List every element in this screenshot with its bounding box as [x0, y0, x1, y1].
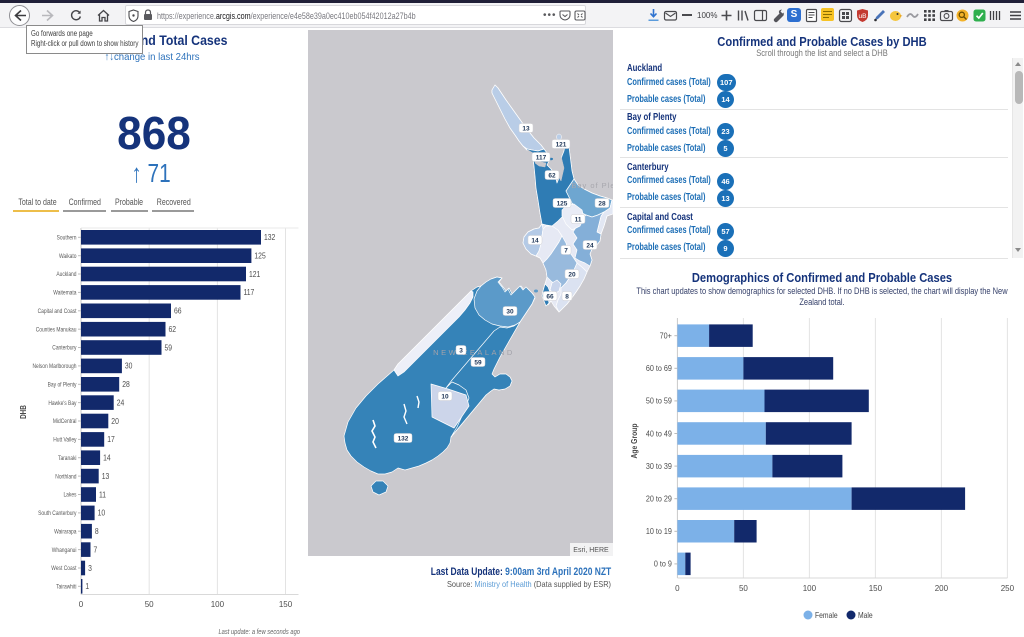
svg-text:7: 7 — [564, 247, 568, 254]
svg-text:Counties Manukau: Counties Manukau — [36, 327, 77, 334]
svg-text:uB: uB — [859, 13, 867, 20]
svg-text:70+: 70+ — [660, 331, 673, 340]
svg-text:60 to 69: 60 to 69 — [646, 364, 672, 373]
svg-text:West Coast: West Coast — [51, 566, 77, 573]
svg-text:50 to 59: 50 to 59 — [646, 396, 672, 405]
svg-text:Female: Female — [815, 610, 838, 620]
svg-text:100: 100 — [803, 584, 817, 593]
svg-text:121: 121 — [249, 269, 260, 279]
svg-text:Hawke's Bay: Hawke's Bay — [48, 400, 76, 407]
svg-text:8: 8 — [95, 526, 99, 536]
svg-text:10: 10 — [441, 393, 449, 400]
svg-text:3: 3 — [88, 563, 92, 573]
svg-text:150: 150 — [869, 584, 883, 593]
svg-text:0: 0 — [675, 584, 680, 593]
svg-text:Whanganui: Whanganui — [52, 547, 77, 554]
svg-text:Auckland: Auckland — [56, 272, 76, 279]
svg-text:3: 3 — [459, 347, 463, 354]
svg-text:62: 62 — [169, 324, 177, 334]
svg-text:59: 59 — [474, 359, 482, 366]
svg-text:Lakes: Lakes — [63, 492, 76, 499]
svg-text:30 to 39: 30 to 39 — [646, 462, 672, 471]
svg-text:Northland: Northland — [55, 474, 76, 481]
svg-text:40 to 49: 40 to 49 — [646, 429, 672, 438]
svg-text:South Canterbury: South Canterbury — [38, 511, 77, 518]
svg-text:Nelson Marlborough: Nelson Marlborough — [32, 364, 76, 371]
svg-text:Male: Male — [858, 610, 873, 620]
svg-text:DHB: DHB — [18, 405, 28, 419]
svg-text:24: 24 — [117, 398, 125, 408]
svg-text:Taranaki: Taranaki — [58, 455, 76, 462]
svg-text:125: 125 — [557, 200, 568, 207]
svg-text:121: 121 — [556, 141, 567, 148]
svg-text:Bay of Plen: Bay of Plen — [571, 181, 613, 190]
svg-text:Wairarapa: Wairarapa — [54, 529, 77, 536]
svg-text:30: 30 — [125, 361, 133, 371]
svg-text:50: 50 — [145, 600, 154, 609]
svg-text:132: 132 — [398, 435, 409, 442]
svg-text:11: 11 — [99, 490, 106, 500]
svg-text:Bay of Plenty: Bay of Plenty — [48, 382, 77, 389]
svg-text:10: 10 — [98, 508, 106, 518]
svg-text:59: 59 — [165, 343, 173, 353]
svg-text:117: 117 — [536, 154, 547, 161]
svg-text:150: 150 — [279, 600, 293, 609]
svg-text:117: 117 — [244, 288, 255, 298]
svg-text:50: 50 — [739, 584, 748, 593]
svg-text:MidCentral: MidCentral — [53, 419, 77, 426]
svg-text:11: 11 — [575, 216, 582, 223]
svg-text:62: 62 — [548, 172, 556, 179]
svg-text:13: 13 — [102, 471, 110, 481]
svg-text:0 to 9: 0 to 9 — [654, 559, 672, 568]
svg-text:250: 250 — [1001, 584, 1015, 593]
svg-text:20: 20 — [111, 416, 119, 426]
svg-text:Southern: Southern — [57, 235, 77, 242]
svg-text:24: 24 — [586, 242, 594, 249]
svg-text:132: 132 — [264, 233, 275, 243]
svg-text:Age Group: Age Group — [629, 423, 639, 458]
svg-text:8: 8 — [565, 293, 569, 300]
svg-text:66: 66 — [546, 293, 554, 300]
svg-text:Hutt Valley: Hutt Valley — [53, 437, 76, 444]
svg-text:0: 0 — [79, 600, 84, 609]
svg-text:30: 30 — [506, 308, 514, 315]
svg-text:28: 28 — [122, 380, 130, 390]
svg-text:66: 66 — [174, 306, 182, 316]
svg-text:7: 7 — [94, 545, 98, 555]
svg-text:14: 14 — [531, 237, 539, 244]
svg-text:13: 13 — [522, 125, 530, 132]
svg-text:10 to 19: 10 to 19 — [646, 527, 672, 536]
svg-text:Waikato: Waikato — [59, 253, 77, 260]
svg-text:17: 17 — [107, 435, 115, 445]
svg-text:28: 28 — [598, 200, 606, 207]
svg-text:Tairawhiti: Tairawhiti — [56, 584, 76, 591]
svg-text:1: 1 — [85, 582, 89, 592]
svg-text:Esri, HERE: Esri, HERE — [573, 547, 609, 554]
svg-text:200: 200 — [935, 584, 949, 593]
svg-text:14: 14 — [103, 453, 111, 463]
svg-text:20 to 29: 20 to 29 — [646, 494, 672, 503]
svg-text:20: 20 — [568, 271, 576, 278]
svg-text:NEW ZEALAND: NEW ZEALAND — [433, 348, 515, 357]
svg-text:Canterbury: Canterbury — [52, 345, 76, 352]
svg-text:100: 100 — [211, 600, 225, 609]
svg-text:Waitemata: Waitemata — [53, 290, 77, 297]
svg-text:Capital and Coast: Capital and Coast — [38, 309, 77, 316]
svg-text:125: 125 — [254, 251, 265, 261]
